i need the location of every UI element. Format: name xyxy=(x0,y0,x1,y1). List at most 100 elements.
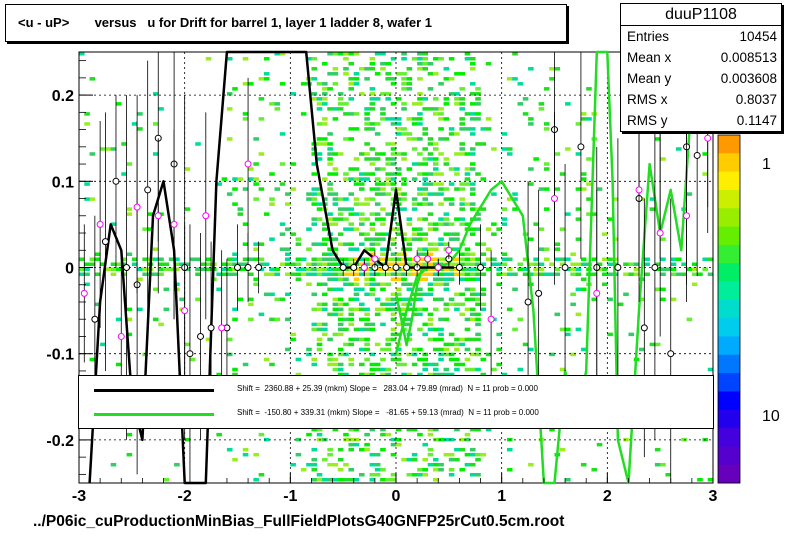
heatmap-cell xyxy=(374,182,381,186)
heatmap-cell xyxy=(105,147,111,151)
profile-magenta-marker xyxy=(371,255,379,263)
heatmap-cell xyxy=(385,72,392,76)
heatmap-cell xyxy=(427,227,434,231)
heatmap-cell xyxy=(343,57,349,61)
heatmap-cell xyxy=(332,237,339,241)
heatmap-cell xyxy=(285,202,291,206)
profile-magenta-marker xyxy=(683,212,691,220)
heatmap-cell xyxy=(480,262,487,266)
heatmap-cell xyxy=(586,212,592,216)
heatmap-cell xyxy=(327,267,333,272)
heatmap-cell xyxy=(570,267,576,272)
heatmap-cell xyxy=(469,312,476,317)
heatmap-cell xyxy=(591,272,598,277)
legend-entry-green-fit: Shift = -150.80 + 339.31 (mkm) Slope = -… xyxy=(79,404,713,424)
heatmap-cell xyxy=(295,262,302,266)
heatmap-cell xyxy=(575,327,582,332)
heatmap-cell xyxy=(258,312,265,317)
heatmap-cell xyxy=(322,227,328,231)
heatmap-cell xyxy=(359,242,365,246)
heatmap-cell xyxy=(359,212,365,216)
heatmap-cell xyxy=(633,267,640,272)
heatmap-cell xyxy=(332,167,339,171)
heatmap-cell xyxy=(205,57,212,61)
heatmap-cell xyxy=(464,347,471,352)
heatmap-cell xyxy=(506,272,513,277)
heatmap-cell xyxy=(332,197,339,201)
heatmap-cell xyxy=(364,432,370,437)
heatmap-cell xyxy=(137,267,143,272)
heatmap-cell xyxy=(464,167,471,171)
profile-black-marker xyxy=(640,324,648,332)
heatmap-cell xyxy=(422,172,428,176)
chart-title: <u - uP> versus u for Drift for barrel 1… xyxy=(18,15,432,30)
heatmap-cell xyxy=(353,307,360,312)
heatmap-cell xyxy=(475,317,481,322)
heatmap-cell xyxy=(348,137,355,141)
heatmap-cell xyxy=(517,317,524,322)
heatmap-cell xyxy=(343,302,349,307)
heatmap-cell xyxy=(575,207,582,211)
heatmap-cell xyxy=(348,222,355,226)
heatmap-cell xyxy=(401,52,407,56)
heatmap-cell xyxy=(411,137,418,141)
heatmap-cell xyxy=(681,272,687,277)
heatmap-cell xyxy=(432,262,439,266)
heatmap-cell xyxy=(327,337,333,342)
heatmap-cell xyxy=(432,142,439,146)
heatmap-cell xyxy=(374,157,381,161)
heatmap-cell xyxy=(485,227,492,231)
heatmap-cell xyxy=(248,272,254,277)
heatmap-cell xyxy=(226,137,233,141)
heatmap-cell xyxy=(348,337,355,342)
heatmap-cell xyxy=(475,87,481,91)
heatmap-cell xyxy=(380,62,386,66)
heatmap-cell xyxy=(369,227,376,231)
heatmap-cell xyxy=(380,167,386,171)
heatmap-cell xyxy=(443,157,450,161)
heatmap-cell xyxy=(432,362,439,367)
heatmap-cell xyxy=(401,157,407,161)
heatmap-cell xyxy=(374,72,381,76)
heatmap-cell xyxy=(538,187,545,191)
heatmap-cell xyxy=(396,272,402,277)
heatmap-cell xyxy=(242,257,249,261)
heatmap-cell xyxy=(316,142,323,146)
heatmap-cell xyxy=(332,357,339,362)
heatmap-cell xyxy=(316,427,323,432)
heatmap-cell xyxy=(385,372,392,377)
heatmap-cell xyxy=(417,227,423,231)
heatmap-cell xyxy=(121,262,127,266)
heatmap-cell xyxy=(448,332,455,337)
heatmap-cell xyxy=(332,332,339,337)
heatmap-cell xyxy=(396,352,402,357)
heatmap-cell xyxy=(121,257,127,261)
heatmap-cell xyxy=(538,107,545,111)
heatmap-cell xyxy=(396,277,402,282)
heatmap-cell xyxy=(364,337,370,342)
heatmap-cell xyxy=(480,372,487,377)
heatmap-cell xyxy=(469,307,476,312)
heatmap-cell xyxy=(438,327,444,332)
heatmap-cell xyxy=(454,167,460,171)
heatmap-cell xyxy=(332,267,339,272)
heatmap-cell xyxy=(285,272,291,277)
heatmap-cell xyxy=(459,102,465,106)
heatmap-cell xyxy=(332,462,339,467)
heatmap-cell xyxy=(269,317,275,322)
heatmap-cell xyxy=(385,262,392,266)
heatmap-cell xyxy=(369,212,376,216)
heatmap-cell xyxy=(380,347,386,352)
heatmap-cell xyxy=(374,192,381,196)
heatmap-cell xyxy=(343,257,349,261)
heatmap-cell xyxy=(353,112,360,116)
heatmap-cell xyxy=(316,307,323,312)
heatmap-cell xyxy=(469,192,476,196)
heatmap-cell xyxy=(327,447,333,452)
heatmap-cell xyxy=(396,72,402,76)
heatmap-cell xyxy=(390,332,397,337)
heatmap-cell xyxy=(411,117,418,121)
heatmap-cell xyxy=(216,372,222,377)
heatmap-cell xyxy=(469,232,476,236)
heatmap-cell xyxy=(364,282,370,287)
